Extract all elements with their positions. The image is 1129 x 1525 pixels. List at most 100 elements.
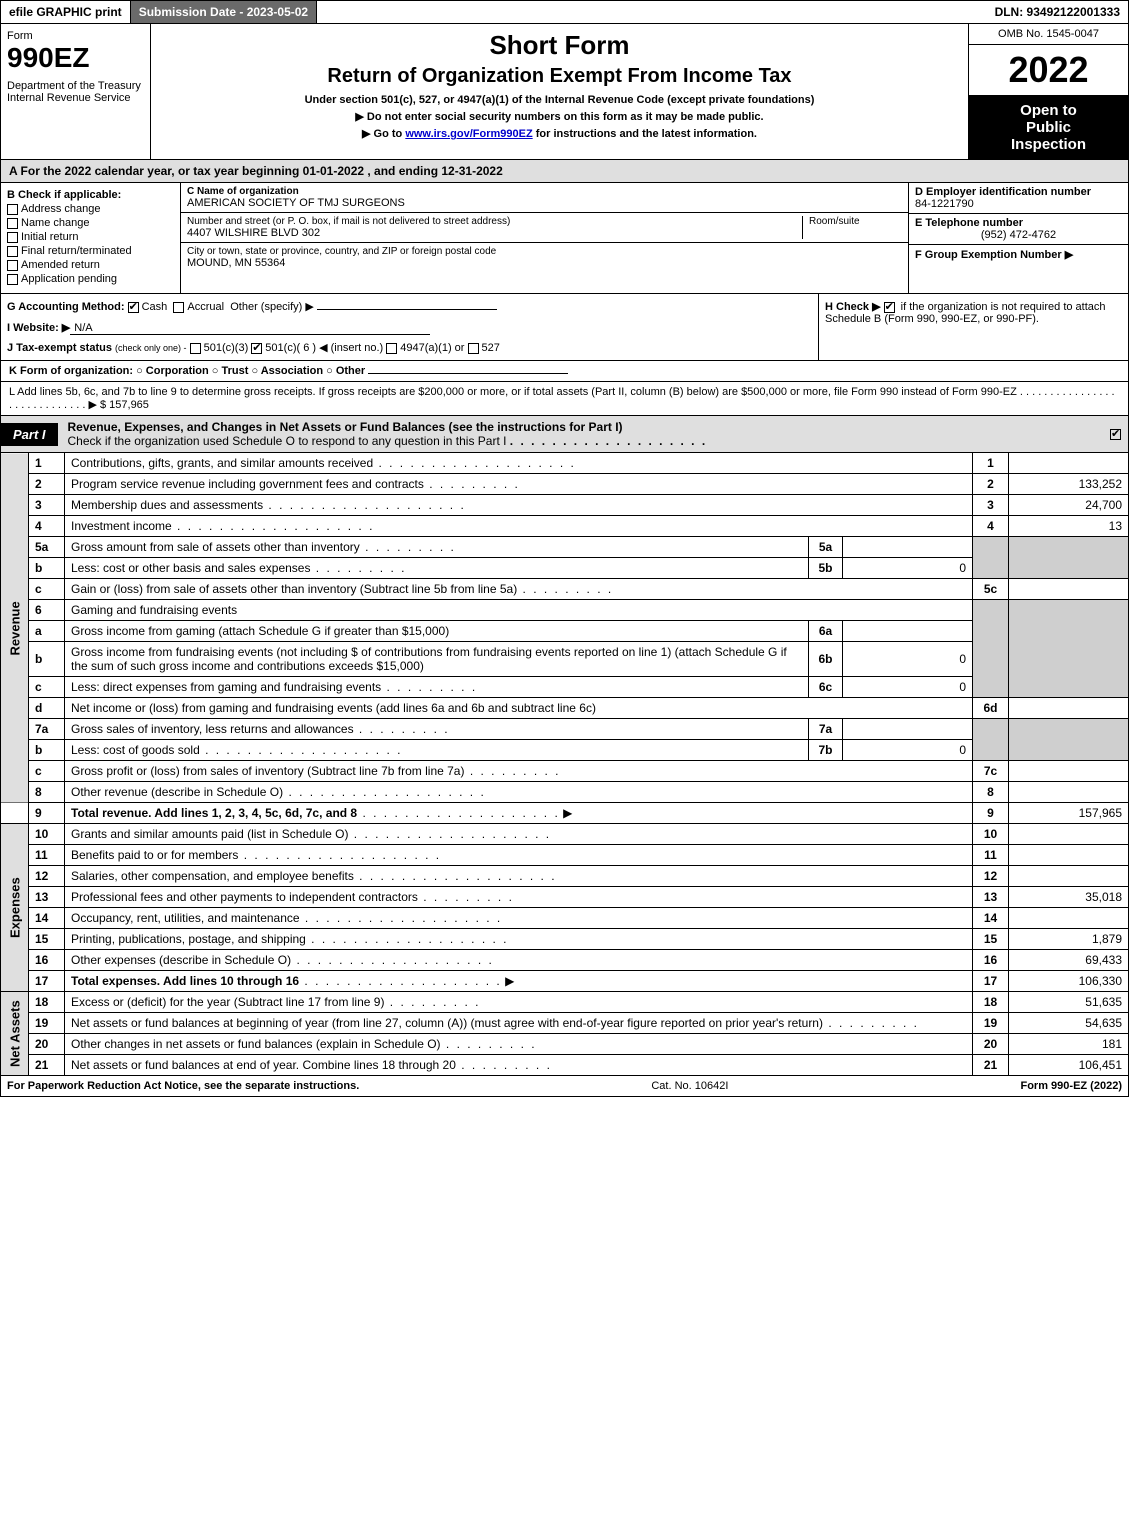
part-1-tab: Part I (1, 423, 58, 446)
line-6c-subval: 0 (843, 677, 973, 698)
line-19-desc: Net assets or fund balances at beginning… (65, 1013, 973, 1034)
line-5c-label: 5c (973, 579, 1009, 600)
chk-4947[interactable] (386, 343, 397, 354)
section-a-tax-year: A For the 2022 calendar year, or tax yea… (0, 160, 1129, 183)
line-16-label: 16 (973, 950, 1009, 971)
line-1-desc: Contributions, gifts, grants, and simila… (65, 453, 973, 474)
line-6b-desc: Gross income from fundraising events (no… (65, 642, 809, 677)
section-k: K Form of organization: ○ Corporation ○ … (0, 361, 1129, 382)
line-6c-num: c (29, 677, 65, 698)
top-bar: efile GRAPHIC print Submission Date - 20… (0, 0, 1129, 24)
line-9-label: 9 (973, 803, 1009, 824)
line-5b-desc: Less: cost or other basis and sales expe… (65, 558, 809, 579)
instruction-goto: ▶ Go to www.irs.gov/Form990EZ for instru… (157, 127, 962, 140)
section-j: J Tax-exempt status (check only one) - 5… (7, 341, 812, 354)
chk-initial-return[interactable]: Initial return (7, 231, 174, 243)
line-6a-subval (843, 621, 973, 642)
chk-accrual[interactable] (173, 302, 184, 313)
line-20-label: 20 (973, 1034, 1009, 1055)
col-gij: G Accounting Method: Cash Accrual Other … (1, 294, 818, 360)
line-20-num: 20 (29, 1034, 65, 1055)
line-21-amount: 106,451 (1009, 1055, 1129, 1076)
line-11-num: 11 (29, 845, 65, 866)
line-19-amount: 54,635 (1009, 1013, 1129, 1034)
chk-final-return[interactable]: Final return/terminated (7, 245, 174, 257)
open-line3: Inspection (975, 136, 1122, 153)
line-5b-sub: 5b (809, 558, 843, 579)
city-state-zip: MOUND, MN 55364 (187, 257, 902, 269)
street-address: 4407 WILSHIRE BLVD 302 (187, 227, 802, 239)
goto-post: for instructions and the latest informat… (533, 128, 757, 140)
chk-527[interactable] (468, 343, 479, 354)
form-ref: Form 990-EZ (2022) (1020, 1080, 1122, 1092)
submission-date: Submission Date - 2023-05-02 (131, 1, 317, 23)
line-1-amount (1009, 453, 1129, 474)
goto-pre: ▶ Go to (362, 128, 405, 140)
revenue-side-label: Revenue (1, 453, 29, 803)
line-4-label: 4 (973, 516, 1009, 537)
line-5a-desc: Gross amount from sale of assets other t… (65, 537, 809, 558)
line-10-num: 10 (29, 824, 65, 845)
section-i: I Website: ▶N/A (7, 321, 812, 335)
short-form-title: Short Form (157, 30, 962, 61)
line-7b-subval: 0 (843, 740, 973, 761)
line-21-desc: Net assets or fund balances at end of ye… (65, 1055, 973, 1076)
line-5c-amount (1009, 579, 1129, 600)
chk-name-change[interactable]: Name change (7, 217, 174, 229)
part-1-checkbox[interactable] (1106, 423, 1128, 445)
chk-501c3[interactable] (190, 343, 201, 354)
line-15-num: 15 (29, 929, 65, 950)
line-18-amount: 51,635 (1009, 992, 1129, 1013)
line-12-num: 12 (29, 866, 65, 887)
irs-label: Internal Revenue Service (7, 92, 144, 104)
line-5c-num: c (29, 579, 65, 600)
line-4-desc: Investment income (65, 516, 973, 537)
chk-amended-return[interactable]: Amended return (7, 259, 174, 271)
line-14-amount (1009, 908, 1129, 929)
line-2-amount: 133,252 (1009, 474, 1129, 495)
line-5a-sub: 5a (809, 537, 843, 558)
line-15-desc: Printing, publications, postage, and shi… (65, 929, 973, 950)
form-label: Form (7, 30, 144, 42)
line-10-amount (1009, 824, 1129, 845)
header-center: Short Form Return of Organization Exempt… (151, 24, 968, 159)
line-5b-num: b (29, 558, 65, 579)
chk-address-change[interactable]: Address change (7, 203, 174, 215)
chk-schedule-b[interactable] (884, 302, 895, 313)
section-h: H Check ▶ if the organization is not req… (818, 294, 1128, 360)
irs-link[interactable]: www.irs.gov/Form990EZ (405, 128, 532, 140)
dln-number: DLN: 93492122001333 (987, 1, 1128, 23)
open-to-public: Open to Public Inspection (969, 96, 1128, 159)
city-label: City or town, state or province, country… (187, 246, 902, 257)
chk-cash[interactable] (128, 302, 139, 313)
paperwork-notice: For Paperwork Reduction Act Notice, see … (7, 1080, 359, 1092)
page-footer: For Paperwork Reduction Act Notice, see … (0, 1076, 1129, 1097)
chk-application-pending[interactable]: Application pending (7, 273, 174, 285)
line-19-num: 19 (29, 1013, 65, 1034)
chk-501c[interactable] (251, 343, 262, 354)
line-5b-subval: 0 (843, 558, 973, 579)
section-def: D Employer identification number 84-1221… (908, 183, 1128, 293)
line-9-desc: Total revenue. Add lines 1, 2, 3, 4, 5c,… (65, 803, 973, 824)
subtitle: Under section 501(c), 527, or 4947(a)(1)… (157, 94, 962, 106)
line-20-desc: Other changes in net assets or fund bala… (65, 1034, 973, 1055)
line-7c-amount (1009, 761, 1129, 782)
line-21-label: 21 (973, 1055, 1009, 1076)
open-line2: Public (975, 119, 1122, 136)
line-7b-sub: 7b (809, 740, 843, 761)
line-4-num: 4 (29, 516, 65, 537)
room-suite-label: Room/suite (802, 216, 902, 239)
line-6d-label: 6d (973, 698, 1009, 719)
org-name: AMERICAN SOCIETY OF TMJ SURGEONS (187, 197, 902, 209)
line-17-amount: 106,330 (1009, 971, 1129, 992)
line-6-shade1 (973, 600, 1009, 698)
line-14-label: 14 (973, 908, 1009, 929)
line-9-num: 9 (29, 803, 65, 824)
line-18-label: 18 (973, 992, 1009, 1013)
line-7b-desc: Less: cost of goods sold (65, 740, 809, 761)
revenue-side-spacer (1, 803, 29, 824)
line-5-shade1 (973, 537, 1009, 579)
efile-print-label[interactable]: efile GRAPHIC print (1, 1, 131, 23)
line-15-amount: 1,879 (1009, 929, 1129, 950)
line-4-amount: 13 (1009, 516, 1129, 537)
